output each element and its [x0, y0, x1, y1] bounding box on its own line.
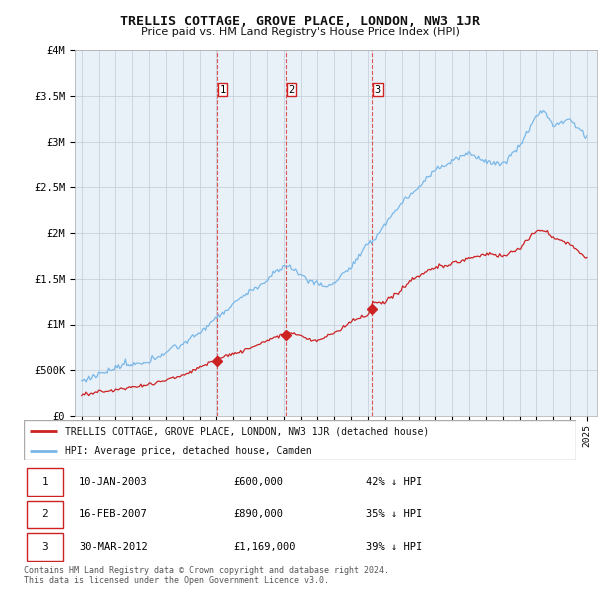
Text: Contains HM Land Registry data © Crown copyright and database right 2024.
This d: Contains HM Land Registry data © Crown c…: [24, 566, 389, 585]
Text: 3: 3: [375, 85, 381, 95]
Text: 3: 3: [41, 542, 48, 552]
Text: 42% ↓ HPI: 42% ↓ HPI: [366, 477, 422, 487]
Text: Price paid vs. HM Land Registry's House Price Index (HPI): Price paid vs. HM Land Registry's House …: [140, 27, 460, 37]
Bar: [27, 533, 62, 560]
Text: 10-JAN-2003: 10-JAN-2003: [79, 477, 148, 487]
Text: 39% ↓ HPI: 39% ↓ HPI: [366, 542, 422, 552]
Text: 1: 1: [41, 477, 48, 487]
Text: £600,000: £600,000: [234, 477, 284, 487]
Text: HPI: Average price, detached house, Camden: HPI: Average price, detached house, Camd…: [65, 447, 312, 457]
Text: 1: 1: [220, 85, 226, 95]
Text: 16-FEB-2007: 16-FEB-2007: [79, 510, 148, 519]
Text: TRELLIS COTTAGE, GROVE PLACE, LONDON, NW3 1JR (detached house): TRELLIS COTTAGE, GROVE PLACE, LONDON, NW…: [65, 427, 430, 437]
Text: 2: 2: [41, 510, 48, 519]
Text: £1,169,000: £1,169,000: [234, 542, 296, 552]
Text: 35% ↓ HPI: 35% ↓ HPI: [366, 510, 422, 519]
Bar: [27, 501, 62, 528]
Text: 2: 2: [289, 85, 295, 95]
Bar: [27, 468, 62, 496]
Text: £890,000: £890,000: [234, 510, 284, 519]
Text: 30-MAR-2012: 30-MAR-2012: [79, 542, 148, 552]
Text: TRELLIS COTTAGE, GROVE PLACE, LONDON, NW3 1JR: TRELLIS COTTAGE, GROVE PLACE, LONDON, NW…: [120, 15, 480, 28]
